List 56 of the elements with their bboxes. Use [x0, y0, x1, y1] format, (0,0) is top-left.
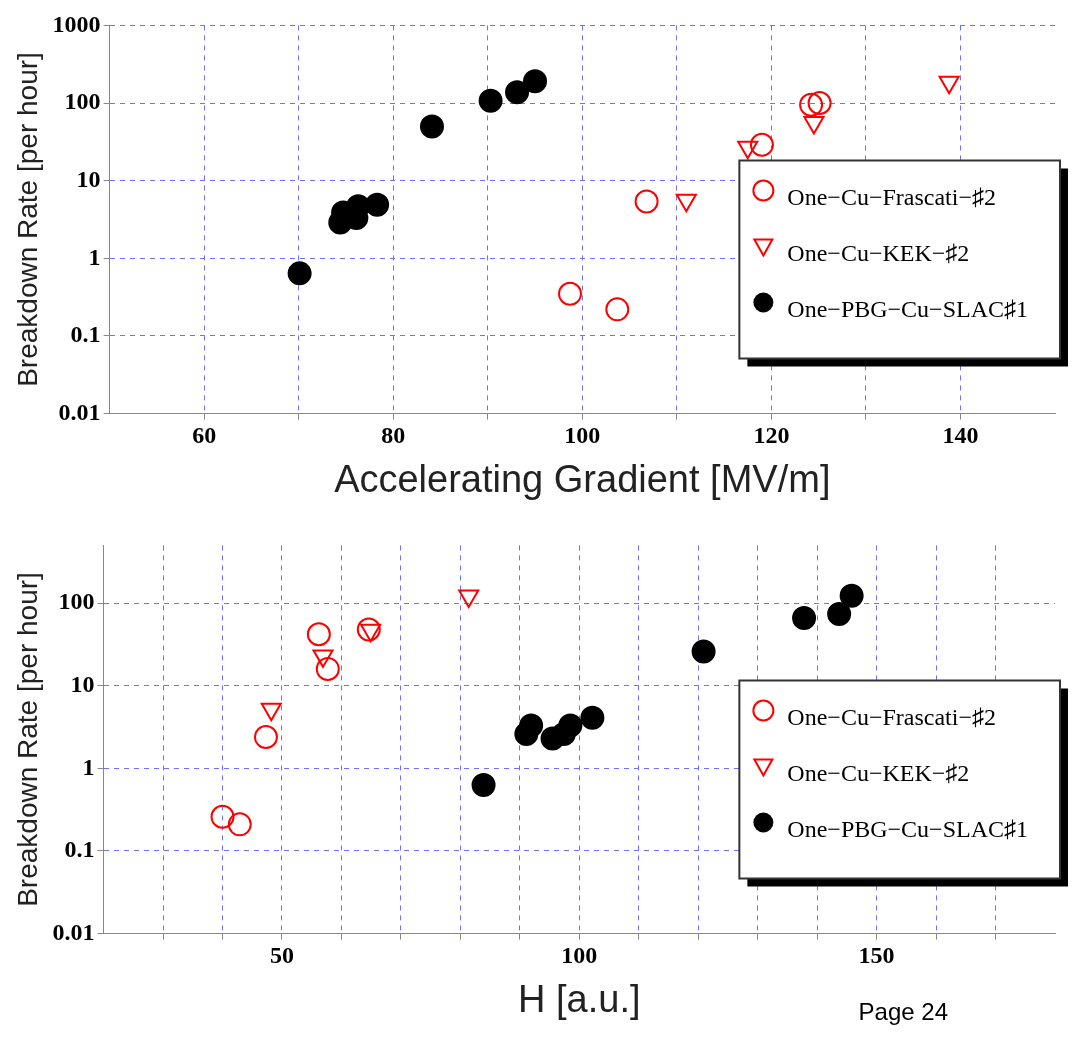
y-tick-label: 0.01	[52, 918, 95, 945]
point	[605, 297, 630, 322]
point	[634, 189, 659, 214]
y-tick-label: 0.01	[58, 398, 101, 425]
y-tick-label: 1000	[52, 10, 101, 37]
x-tick-label: 120	[753, 422, 790, 449]
x-tick-label: 150	[858, 942, 895, 969]
y-tick-label: 1	[82, 753, 95, 780]
point	[227, 812, 252, 837]
y-axis-title: Breakdown Rate [per hour]	[11, 572, 43, 907]
point	[519, 713, 544, 738]
y-tick-label: 0.1	[70, 321, 101, 348]
point	[505, 80, 530, 105]
x-tick-label: 140	[942, 422, 979, 449]
y-tick-label: 10	[76, 165, 101, 192]
x-axis-title: Accelerating Gradient [MV/m]	[334, 457, 831, 500]
point	[691, 639, 716, 664]
point	[827, 601, 852, 626]
x-tick-label: 50	[269, 942, 294, 969]
point	[253, 724, 278, 749]
point	[306, 622, 331, 647]
point	[792, 606, 817, 631]
legend-label: One−Cu−Frascati−♯2	[787, 703, 996, 730]
x-tick-label: 100	[564, 422, 601, 449]
y-tick-label: 1	[88, 243, 101, 270]
point	[478, 88, 503, 113]
y-tick-label: 100	[64, 88, 101, 115]
legend-label: One−PBG−Cu−SLAC♯1	[787, 815, 1029, 842]
y-tick-label: 100	[58, 588, 95, 615]
point	[523, 69, 548, 94]
legend-label: One−Cu−KEK−♯2	[787, 759, 970, 786]
x-tick-label: 60	[192, 422, 217, 449]
legend-label: One−Cu−Frascati−♯2	[787, 183, 996, 210]
point	[799, 92, 824, 117]
text: Page 24	[858, 998, 948, 1026]
point	[558, 713, 583, 738]
point	[315, 656, 340, 681]
point	[839, 583, 864, 608]
point	[471, 772, 496, 797]
point	[365, 192, 390, 217]
x-tick-label: 100	[561, 942, 598, 969]
point	[807, 91, 832, 116]
y-axis-title: Breakdown Rate [per hour]	[11, 52, 43, 387]
point	[749, 132, 774, 157]
legend-label: One−PBG−Cu−SLAC♯1	[787, 295, 1029, 322]
legend-label: One−Cu−KEK−♯2	[787, 239, 970, 266]
point	[419, 114, 444, 139]
point	[287, 261, 312, 286]
y-tick-label: 10	[70, 670, 95, 697]
point	[580, 705, 605, 730]
x-axis-title: H [a.u.]	[518, 977, 641, 1020]
x-tick-label: 80	[381, 422, 406, 449]
point	[356, 617, 381, 642]
point	[210, 804, 235, 829]
point	[558, 281, 583, 306]
y-tick-label: 0.1	[64, 836, 95, 863]
